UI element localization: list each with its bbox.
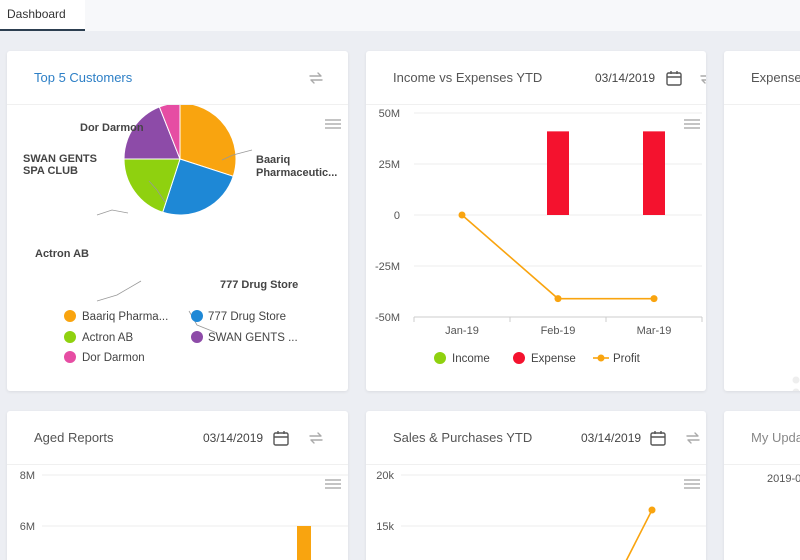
refresh-icon[interactable] bbox=[307, 69, 325, 87]
refresh-icon[interactable] bbox=[698, 69, 706, 87]
pie-slice[interactable] bbox=[123, 158, 181, 213]
date-label: 03/14/2019 bbox=[203, 431, 264, 445]
aged-reports-chart: 8M 6M bbox=[20, 470, 348, 560]
y-tick-label: 15k bbox=[376, 521, 394, 533]
legend-label[interactable]: 777 Drug Store bbox=[208, 311, 286, 323]
y-tick-label: 20k bbox=[376, 470, 394, 482]
pie-label-baariq-2: Pharmaceutic... bbox=[256, 167, 337, 179]
card-header: My Upda bbox=[724, 411, 800, 465]
calendar-icon[interactable] bbox=[272, 429, 290, 447]
pie-slice[interactable] bbox=[158, 105, 181, 160]
legend-marker bbox=[597, 354, 605, 362]
profit-point[interactable] bbox=[650, 295, 658, 303]
y-tick-label: -25M bbox=[375, 261, 400, 273]
y-tick-label: 0 bbox=[394, 210, 400, 222]
refresh-icon[interactable] bbox=[307, 429, 325, 447]
date-label: 03/14/2019 bbox=[581, 431, 642, 445]
expense-card: Expense bbox=[724, 51, 800, 391]
legend-label[interactable]: Profit bbox=[613, 353, 641, 365]
income-expenses-chart: 50M 25M 0 -25M -50M Jan-19 Feb-19 Mar-19 Income E… bbox=[375, 108, 703, 365]
pie-label-swan: SWAN GENTS bbox=[23, 153, 97, 165]
x-tick-label: Feb-19 bbox=[541, 325, 576, 337]
pie-label-baariq: Baariq bbox=[256, 154, 290, 166]
income-expenses-card: Income vs Expenses YTD 03/14/2019 50M 25M… bbox=[366, 51, 706, 391]
card-title: Expense bbox=[751, 70, 800, 85]
calendar-icon[interactable] bbox=[665, 69, 683, 87]
aged-bar[interactable] bbox=[297, 526, 311, 560]
update-date: 2019-0 bbox=[767, 473, 800, 485]
tab-bar: Dashboard bbox=[0, 0, 800, 31]
legend-label[interactable]: Income bbox=[452, 353, 490, 365]
legend-label[interactable]: Baariq Pharma... bbox=[82, 311, 168, 323]
pie-slice[interactable] bbox=[179, 105, 237, 177]
card-header: Expense bbox=[724, 51, 800, 105]
card-title: Aged Reports bbox=[34, 430, 114, 445]
pie-label-actron: Actron AB bbox=[35, 248, 89, 260]
x-tick-label: Mar-19 bbox=[637, 325, 672, 337]
profit-point[interactable] bbox=[554, 295, 562, 303]
legend-marker bbox=[64, 351, 76, 363]
tab-dashboard[interactable]: Dashboard bbox=[0, 0, 85, 31]
legend-label[interactable]: SWAN GENTS ... bbox=[208, 332, 298, 344]
profit-point[interactable] bbox=[458, 211, 466, 219]
x-tick-label: Jan-19 bbox=[445, 325, 479, 337]
chart-menu-icon[interactable] bbox=[325, 119, 341, 131]
pie-label-777: 777 Drug Store bbox=[220, 279, 298, 291]
legend-marker bbox=[64, 331, 76, 343]
card-header: Sales & Purchases YTD 03/14/2019 bbox=[366, 411, 706, 465]
y-tick-label: -50M bbox=[375, 312, 400, 324]
y-tick-label: 25M bbox=[379, 159, 400, 171]
pie-slice[interactable] bbox=[162, 158, 234, 216]
expense-chart-placeholder bbox=[792, 376, 800, 391]
card-title: Income vs Expenses YTD bbox=[393, 70, 543, 85]
top-customers-card: Top 5 Customers Baariq Pharmaceutic... 7… bbox=[7, 51, 348, 391]
pie-slice[interactable] bbox=[123, 106, 181, 160]
y-tick-label: 50M bbox=[379, 108, 400, 120]
chart-menu-icon[interactable] bbox=[325, 479, 341, 491]
legend-label[interactable]: Actron AB bbox=[82, 332, 133, 344]
pie-legend: Baariq Pharma... 777 Drug Store Actron A… bbox=[64, 310, 298, 364]
aged-reports-card: Aged Reports 03/14/2019 8M 6M bbox=[7, 411, 348, 560]
sales-line bbox=[625, 509, 653, 560]
legend-marker bbox=[191, 310, 203, 322]
legend-marker bbox=[513, 352, 525, 364]
sales-purchases-card: Sales & Purchases YTD 03/14/2019 20k 15k bbox=[366, 411, 706, 560]
legend-marker bbox=[64, 310, 76, 322]
profit-line bbox=[461, 214, 654, 300]
chart-menu-icon[interactable] bbox=[684, 119, 700, 131]
card-title[interactable]: Top 5 Customers bbox=[34, 70, 133, 85]
card-header: Top 5 Customers bbox=[7, 51, 348, 105]
sales-point[interactable] bbox=[648, 506, 656, 514]
calendar-icon[interactable] bbox=[649, 429, 667, 447]
pie-label-dor: Dor Darmon bbox=[80, 122, 144, 134]
sales-purchases-chart: 20k 15k bbox=[376, 470, 706, 560]
expense-bar[interactable] bbox=[547, 131, 569, 215]
chart-menu-icon[interactable] bbox=[684, 479, 700, 491]
card-title: My Upda bbox=[751, 430, 800, 445]
my-updates-card: My Upda 2019-0 bbox=[724, 411, 800, 560]
pie-label-swan-2: SPA CLUB bbox=[23, 165, 78, 177]
pie-chart: Baariq Pharmaceutic... 777 Drug Store Ac… bbox=[23, 105, 337, 364]
legend-label[interactable]: Expense bbox=[531, 353, 576, 365]
legend-marker bbox=[434, 352, 446, 364]
card-header: Aged Reports 03/14/2019 bbox=[7, 411, 348, 465]
card-header: Income vs Expenses YTD 03/14/2019 bbox=[366, 51, 706, 105]
y-tick-label: 8M bbox=[20, 470, 35, 482]
card-title: Sales & Purchases YTD bbox=[393, 430, 533, 445]
date-label: 03/14/2019 bbox=[595, 71, 656, 85]
y-tick-label: 6M bbox=[20, 521, 35, 533]
legend-label[interactable]: Dor Darmon bbox=[82, 352, 145, 364]
refresh-icon[interactable] bbox=[684, 429, 702, 447]
expense-bar[interactable] bbox=[643, 131, 665, 215]
legend-marker bbox=[191, 331, 203, 343]
